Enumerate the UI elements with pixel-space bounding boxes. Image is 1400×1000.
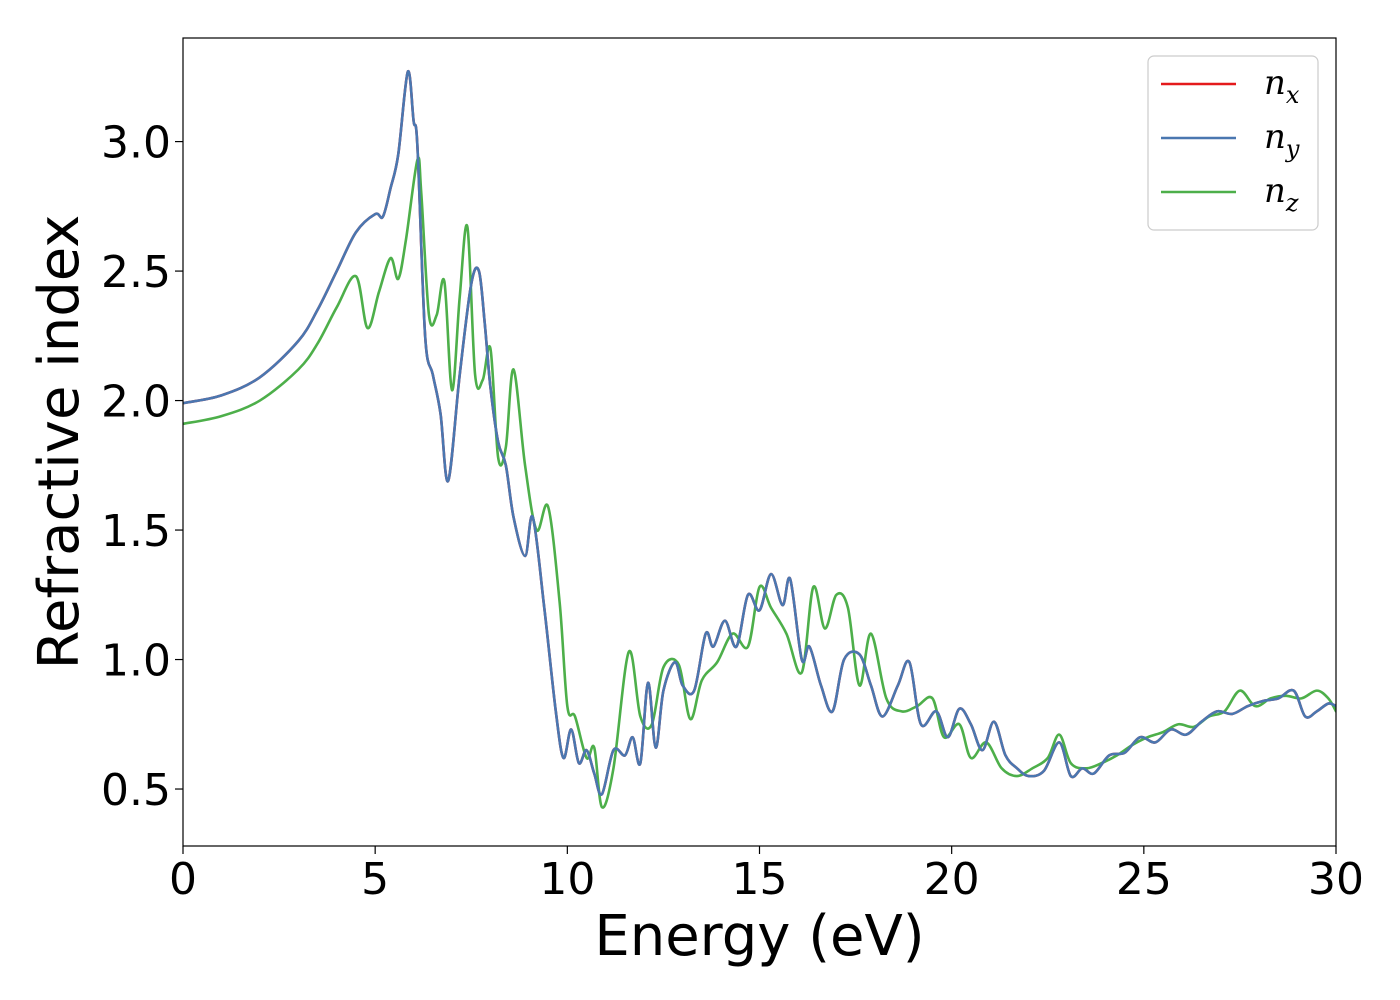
x-tick-label: 10 xyxy=(539,854,595,905)
legend: nx ny nz xyxy=(1147,55,1319,231)
x-tick-label: 0 xyxy=(169,854,197,905)
legend-label-y: ny xyxy=(1264,117,1300,163)
y-axis-title: Refractive index xyxy=(27,215,92,670)
y-tick-label: 2.0 xyxy=(101,377,171,428)
x-tick-label: 15 xyxy=(732,854,788,905)
x-tick-label: 30 xyxy=(1308,854,1364,905)
legend-label-z: nz xyxy=(1264,171,1299,217)
y-tick-label: 1.5 xyxy=(101,506,171,557)
series-lines xyxy=(183,70,1336,809)
y-tick-label: 1.0 xyxy=(101,636,171,687)
series-line-y xyxy=(183,70,1336,797)
y-tick-label: 0.5 xyxy=(101,765,171,816)
x-tick-label: 25 xyxy=(1116,854,1172,905)
y-axis: 0.5 1.0 1.5 2.0 2.5 3.0 xyxy=(101,118,183,816)
x-tick-label: 5 xyxy=(361,854,389,905)
legend-box xyxy=(1147,55,1319,231)
legend-label-x: nx xyxy=(1264,63,1300,109)
x-axis: 0 5 10 15 20 25 30 xyxy=(169,846,1364,905)
x-tick-label: 20 xyxy=(924,854,980,905)
series-line-z xyxy=(183,156,1336,809)
x-axis-title: Energy (eV) xyxy=(594,904,924,969)
y-tick-label: 3.0 xyxy=(101,118,171,169)
y-tick-label: 2.5 xyxy=(101,247,171,298)
